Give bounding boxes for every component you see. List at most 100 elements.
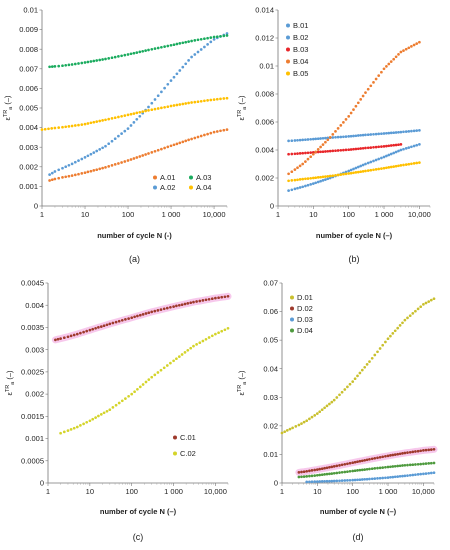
data-point bbox=[59, 431, 62, 435]
data-point bbox=[411, 463, 415, 467]
data-point bbox=[107, 117, 111, 121]
data-point bbox=[316, 148, 320, 151]
data-point bbox=[156, 309, 160, 312]
data-point bbox=[132, 121, 136, 124]
data-point bbox=[302, 420, 306, 424]
data-point bbox=[107, 165, 111, 168]
data-point bbox=[309, 155, 313, 159]
data-point bbox=[432, 297, 436, 301]
x-tick-label: 10,000 bbox=[204, 487, 227, 496]
data-point bbox=[308, 417, 311, 421]
data-point bbox=[302, 470, 306, 474]
data-point bbox=[203, 133, 206, 137]
data-point bbox=[398, 464, 402, 468]
data-point bbox=[220, 329, 224, 333]
data-point bbox=[399, 143, 403, 146]
data-point bbox=[332, 398, 336, 402]
data-point bbox=[135, 111, 139, 115]
data-point bbox=[296, 166, 299, 170]
legend-label: A.01 bbox=[160, 173, 175, 182]
data-point bbox=[320, 408, 324, 412]
data-point bbox=[363, 365, 367, 369]
data-point bbox=[136, 387, 139, 391]
data-point bbox=[207, 336, 211, 339]
data-point bbox=[89, 169, 93, 173]
data-point bbox=[293, 187, 297, 191]
data-point bbox=[70, 174, 74, 177]
legend-label: B.04 bbox=[293, 57, 308, 66]
data-point bbox=[215, 97, 219, 101]
data-point bbox=[201, 339, 205, 343]
data-point bbox=[222, 97, 226, 100]
data-point bbox=[339, 124, 343, 127]
x-tick-label: 1 bbox=[280, 487, 284, 496]
series-C.01 bbox=[51, 292, 232, 344]
data-point bbox=[414, 473, 417, 477]
panel-label: (d) bbox=[353, 532, 364, 542]
data-point bbox=[181, 102, 185, 106]
data-point bbox=[61, 125, 64, 129]
data-point bbox=[129, 158, 133, 161]
data-point bbox=[335, 396, 339, 399]
data-point bbox=[391, 475, 395, 479]
data-point bbox=[361, 170, 365, 173]
x-axis-title: number of cycle N (-) bbox=[97, 231, 172, 240]
data-point bbox=[325, 404, 329, 408]
y-tick-label: 0.0035 bbox=[21, 323, 44, 332]
data-point bbox=[110, 117, 114, 120]
data-point bbox=[324, 136, 327, 140]
data-point bbox=[293, 178, 297, 182]
data-point bbox=[50, 65, 54, 68]
data-point bbox=[432, 447, 436, 451]
data-point bbox=[105, 323, 109, 327]
data-point bbox=[361, 146, 365, 150]
data-point bbox=[338, 393, 341, 397]
data-point bbox=[184, 102, 188, 105]
data-point bbox=[374, 132, 378, 136]
data-point bbox=[73, 62, 77, 66]
data-point bbox=[351, 380, 355, 383]
data-point bbox=[403, 474, 407, 478]
data-point bbox=[107, 142, 111, 146]
legend-label: A.03 bbox=[196, 173, 211, 182]
data-point bbox=[133, 390, 136, 394]
data-point bbox=[342, 135, 345, 139]
data-point bbox=[207, 297, 211, 301]
data-point bbox=[193, 39, 197, 42]
data-point bbox=[328, 472, 331, 476]
data-point bbox=[415, 42, 419, 45]
data-point bbox=[104, 144, 107, 148]
data-point bbox=[320, 467, 324, 471]
data-point bbox=[323, 406, 326, 410]
data-point bbox=[389, 152, 393, 156]
data-point bbox=[414, 450, 417, 453]
data-point bbox=[69, 428, 73, 431]
data-point bbox=[302, 475, 306, 478]
data-point bbox=[403, 463, 407, 467]
data-point bbox=[349, 134, 353, 138]
y-axis-title: εTRa (–) bbox=[237, 95, 248, 121]
data-point bbox=[83, 122, 87, 126]
data-point bbox=[153, 47, 157, 50]
data-point bbox=[138, 114, 142, 118]
data-point bbox=[386, 465, 390, 469]
y-tick-label: 0.003 bbox=[25, 345, 44, 354]
data-point bbox=[370, 356, 374, 360]
data-point bbox=[389, 131, 393, 135]
y-tick-label: 0.004 bbox=[25, 301, 44, 310]
data-point bbox=[396, 452, 400, 456]
data-point bbox=[432, 461, 436, 465]
data-point bbox=[389, 465, 392, 469]
data-point bbox=[212, 98, 216, 101]
data-point bbox=[352, 147, 355, 151]
data-point bbox=[359, 170, 363, 174]
data-point bbox=[336, 135, 340, 139]
data-point bbox=[66, 429, 70, 432]
data-point bbox=[298, 186, 302, 189]
data-point bbox=[98, 58, 102, 62]
data-point bbox=[340, 390, 344, 394]
data-point bbox=[300, 422, 303, 425]
data-point bbox=[393, 464, 397, 468]
highlight-band bbox=[51, 292, 232, 344]
